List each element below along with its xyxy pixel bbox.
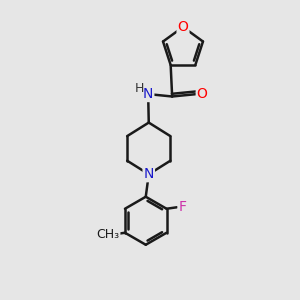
Text: O: O [197, 87, 208, 101]
Text: F: F [178, 200, 186, 214]
Text: N: N [143, 87, 153, 101]
Text: O: O [178, 20, 188, 34]
Text: CH₃: CH₃ [96, 228, 119, 241]
Text: N: N [144, 167, 154, 181]
Text: H: H [134, 82, 144, 95]
